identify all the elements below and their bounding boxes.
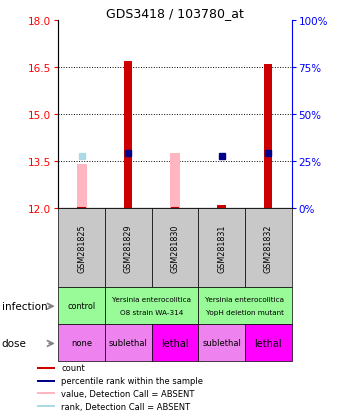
Bar [58,324,105,361]
Bar [37,392,56,394]
Text: sublethal: sublethal [202,338,241,347]
Text: sublethal: sublethal [109,338,148,347]
Bar [264,64,272,209]
Bar [105,209,152,287]
Bar [170,154,180,209]
Bar [37,367,56,369]
Bar [198,324,245,361]
Text: rank, Detection Call = ABSENT: rank, Detection Call = ABSENT [61,401,191,411]
Text: value, Detection Call = ABSENT: value, Detection Call = ABSENT [61,389,195,398]
Bar [76,165,87,209]
Bar [171,207,179,209]
Bar [105,324,152,361]
Bar [217,205,226,209]
Text: O8 strain WA-314: O8 strain WA-314 [120,309,183,315]
Bar [245,209,292,287]
Bar [124,62,132,209]
Text: count: count [61,363,85,373]
Text: none: none [71,338,92,347]
Bar [152,324,198,361]
Bar [58,287,105,324]
Title: GDS3418 / 103780_at: GDS3418 / 103780_at [106,7,244,19]
Bar [78,207,86,209]
Text: infection: infection [2,301,47,311]
Bar [58,209,105,287]
Bar [105,287,198,324]
Text: YopH deletion mutant: YopH deletion mutant [206,309,284,315]
Bar [37,405,56,407]
Text: GSM281829: GSM281829 [124,223,133,272]
Text: GSM281830: GSM281830 [170,224,179,272]
Text: lethal: lethal [161,338,189,348]
Bar [37,380,56,382]
Bar [198,287,292,324]
Text: control: control [68,301,96,310]
Text: dose: dose [2,339,27,349]
Text: lethal: lethal [255,338,282,348]
Text: Yersinia enterocolitica: Yersinia enterocolitica [112,296,191,302]
Text: GSM281832: GSM281832 [264,223,273,272]
Text: GSM281831: GSM281831 [217,224,226,272]
Bar [198,209,245,287]
Bar [245,324,292,361]
Bar [152,209,198,287]
Text: GSM281825: GSM281825 [77,223,86,272]
Text: Yersinia enterocolitica: Yersinia enterocolitica [205,296,284,302]
Text: percentile rank within the sample: percentile rank within the sample [61,376,203,385]
